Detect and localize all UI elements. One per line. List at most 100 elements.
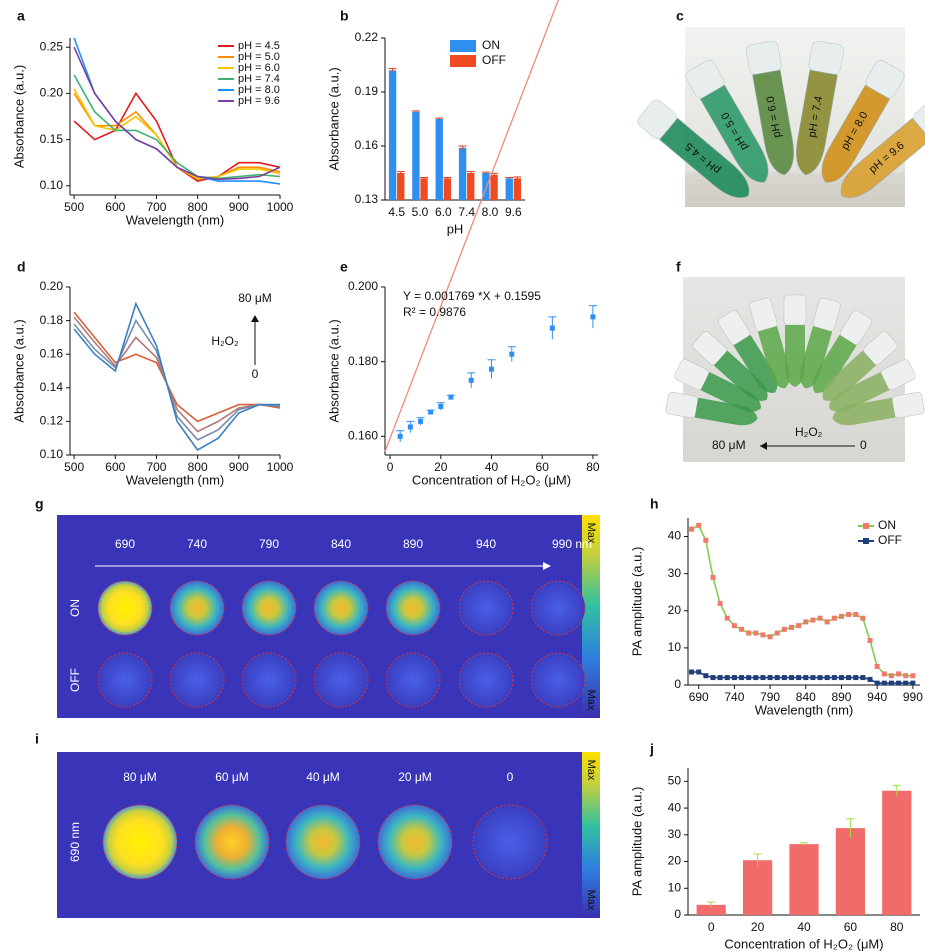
tube [800,297,841,389]
bar [412,111,420,200]
x-axis-label: Wavelength (nm) [126,472,225,487]
tube [665,391,758,426]
y-tick-label: 0.160 [348,429,378,443]
point [767,675,773,681]
bar [435,119,443,200]
point [753,675,759,681]
arrow-head [760,442,767,450]
point [703,673,709,679]
x-tick-label: 5.0 [412,205,429,219]
column-label: 60 μM [215,770,249,784]
point [590,314,596,320]
point [407,424,413,430]
panel-letter: a [17,8,25,24]
x-tick-label: 0 [708,920,715,934]
point [696,669,702,675]
point [760,632,766,638]
point [853,675,859,681]
x-tick-label: 900 [229,460,249,474]
legend-swatch [450,55,476,67]
tube [718,310,778,393]
x-tick-label: 700 [146,460,166,474]
legend-label: OFF [878,533,902,547]
tube-body [840,117,925,198]
heat-spot [530,580,586,636]
point [753,630,759,636]
tube [832,391,925,426]
point [867,637,873,643]
heat-spot [97,652,153,708]
y-tick-label: 0 [674,677,681,691]
y-tick-label: 0.200 [348,279,378,293]
column-label: 840 [331,537,351,551]
point [824,619,830,625]
x-tick-label: 700 [146,200,166,214]
y-tick-label: 30 [668,827,682,841]
tube-body [796,69,838,176]
y-tick-label: 10 [668,640,682,654]
arrow-head [251,315,259,322]
x-tick-label: 790 [760,690,780,704]
point [397,433,403,439]
y-axis-label: PA amplitude (a.u.) [629,547,644,657]
point [824,675,830,681]
point [689,669,695,675]
point [838,613,844,619]
point [468,377,474,383]
x-tick-label: 500 [64,200,84,214]
legend-label: ON [482,38,500,52]
y-axis-label: Absorbance (a.u.) [11,65,26,168]
x-tick-label: 6.0 [435,205,452,219]
series-line [73,318,281,441]
point [846,611,852,617]
point [803,619,809,625]
y-tick-label: 40 [668,800,682,814]
heat-spot [385,652,441,708]
tube-body [659,117,750,198]
series-line [73,311,281,423]
legend-label: OFF [482,53,506,67]
x-tick-label: 40 [797,920,811,934]
tube-body [800,326,833,389]
tube-body [700,372,761,412]
point [689,526,695,532]
photo-label: 0 [860,438,867,452]
point [867,676,873,682]
tube-group [665,294,925,426]
y-tick-label: 0.20 [40,86,64,100]
x-tick-label: 1000 [267,200,294,214]
point [509,351,515,357]
column-label: 740 [187,537,207,551]
point [717,675,723,681]
tube [822,331,898,401]
y-tick-label: 0.15 [40,132,64,146]
x-axis-label: Wavelength (nm) [755,702,854,717]
point [831,615,837,621]
point [724,675,730,681]
point [817,615,823,621]
panel-letter: c [676,8,684,24]
annotation: Y = 0.001769 *X + 0.1595 [403,289,541,303]
arrow-head [543,562,551,570]
y-axis-label: PA amplitude (a.u.) [629,787,644,897]
bar [513,178,522,200]
point [810,675,816,681]
x-tick-label: 1000 [267,460,294,474]
point [874,663,880,669]
legend-marker [863,538,869,544]
y-axis-label: Absorbance (a.u.) [11,319,26,422]
bar [397,173,405,200]
legend-label: pH = 7.4 [238,73,280,85]
x-tick-label: 800 [188,460,208,474]
point [896,680,902,686]
tube-cap [783,294,807,326]
x-tick-label: 20 [434,460,448,474]
series-line [73,301,280,452]
point [739,626,745,632]
y-tick-label: 0.13 [355,192,379,206]
tube-body [821,84,891,183]
point [696,522,702,528]
point [448,394,454,400]
point [767,634,773,640]
annotation: 0 [252,367,259,381]
